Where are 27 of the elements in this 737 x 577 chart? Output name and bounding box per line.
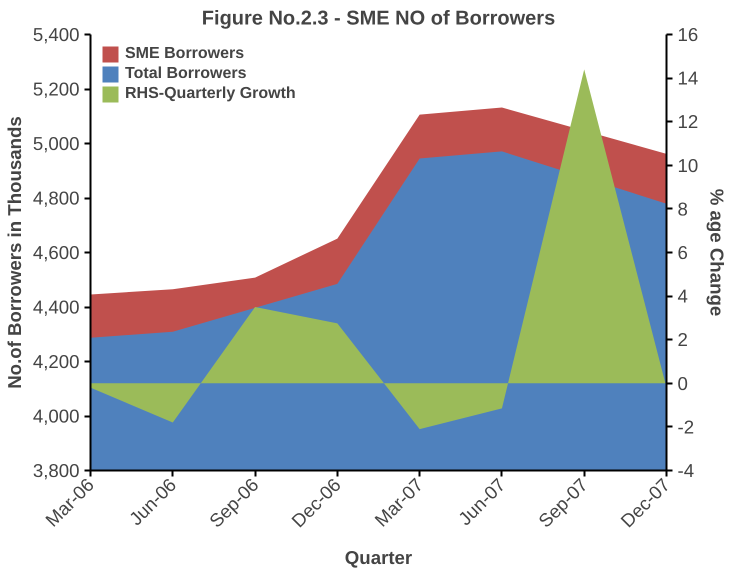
y-tick-label: 4,800 bbox=[32, 188, 80, 208]
y-tick-label: 4,400 bbox=[32, 296, 80, 318]
legend-label: SME Borrowers bbox=[125, 45, 244, 63]
y2-tick-label: -2 bbox=[678, 416, 694, 438]
chart-title: Figure No.2.3 - SME NO of Borrowers bbox=[202, 8, 556, 30]
y2-tick-label: 16 bbox=[678, 24, 698, 45]
y-axis-title: No.of Borrowers in Thousands bbox=[4, 116, 25, 389]
y-tick-label: 4,200 bbox=[32, 351, 80, 372]
x-axis-title: Quarter bbox=[344, 546, 412, 568]
y-tick-label: 4,000 bbox=[32, 406, 80, 426]
legend-label: Total Borrowers bbox=[125, 65, 246, 83]
y2-axis-title: % age Change bbox=[706, 188, 728, 316]
y2-tick-label: 2 bbox=[678, 329, 688, 350]
y2-tick-label: 12 bbox=[678, 111, 698, 132]
y-tick-label: 3,800 bbox=[32, 460, 80, 481]
y-tick-label: 5,400 bbox=[32, 24, 80, 45]
y-tick-label: 5,000 bbox=[32, 133, 80, 154]
y2-tick-label: 0 bbox=[678, 372, 688, 394]
y2-tick-label: 4 bbox=[678, 286, 688, 307]
y2-tick-label: 6 bbox=[678, 242, 688, 263]
y2-tick-label: 8 bbox=[678, 198, 688, 220]
y-tick-label: 5,200 bbox=[32, 78, 80, 100]
y-tick-label: 4,600 bbox=[32, 242, 80, 263]
y2-tick-label: -4 bbox=[678, 460, 694, 481]
y2-tick-label: 10 bbox=[678, 154, 698, 176]
y2-tick-label: 14 bbox=[678, 68, 698, 89]
legend-label: RHS-Quarterly Growth bbox=[125, 85, 296, 103]
